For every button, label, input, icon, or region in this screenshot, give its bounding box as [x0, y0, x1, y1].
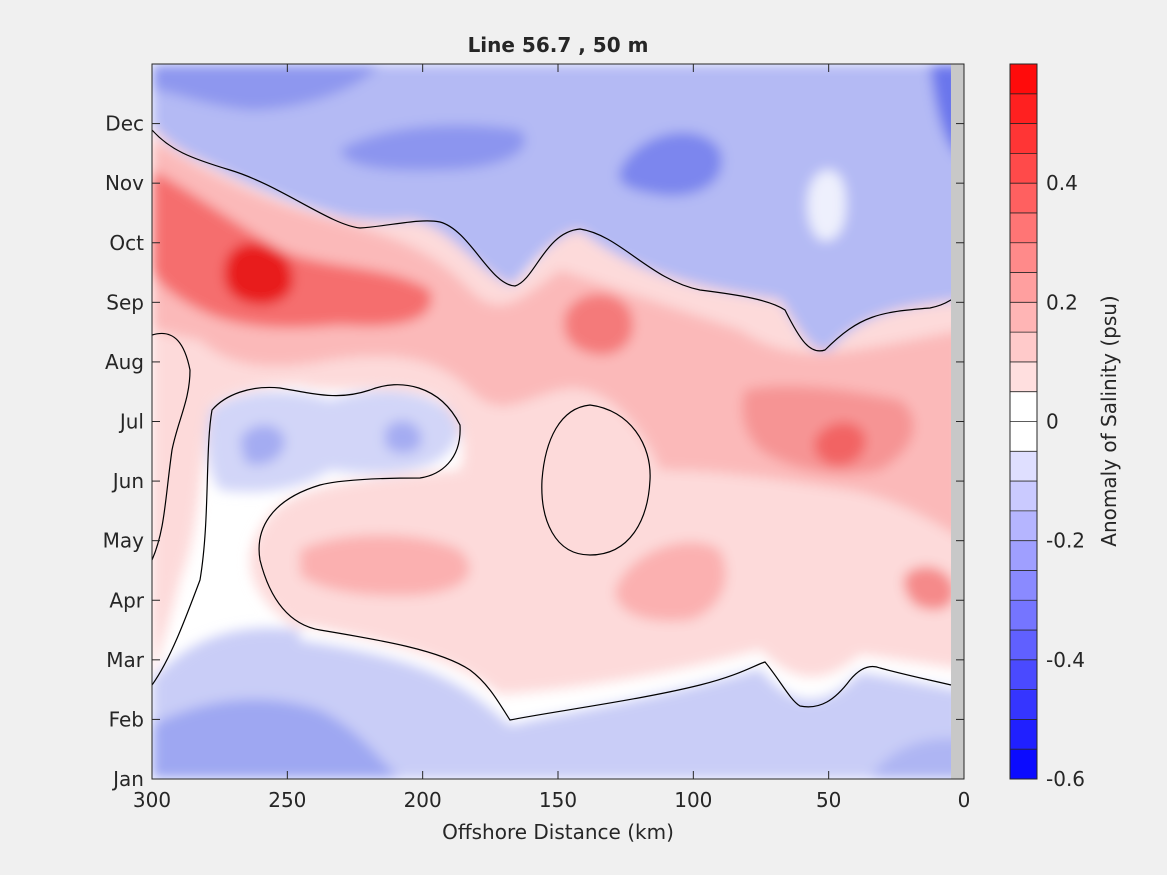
- colorbar-cell: [1010, 421, 1037, 452]
- zero-contours: [152, 129, 952, 721]
- contour-field: [152, 64, 964, 779]
- negative-region-jul-core-a: [240, 425, 285, 465]
- positive-region-sep-west: [152, 170, 432, 328]
- colorbar-cell: [1010, 183, 1037, 214]
- y-tick-label: Mar: [106, 648, 145, 672]
- colorbar-cell: [1010, 93, 1037, 125]
- positive-region-apr-east: [903, 566, 955, 610]
- plot-area: 300 250 200 150 100 50 0 Jan Feb Mar Apr May Jun Jul…: [103, 63, 970, 844]
- positive-region-jul-east-core: [814, 422, 866, 466]
- colorbar-cell: [1010, 64, 1037, 95]
- positive-region-sep-mid: [564, 293, 634, 355]
- y-tick-label: Feb: [109, 707, 144, 731]
- y-axis-ticks: Jan Feb Mar Apr May Jun Jul Aug Sep Oct Nov Dec: [103, 112, 964, 791]
- y-tick-label: Dec: [105, 112, 144, 136]
- colorbar-cell: [1010, 659, 1037, 691]
- x-tick-label: 100: [674, 788, 712, 812]
- zero-band-mar: [300, 625, 964, 725]
- colorbar-cell: [1010, 123, 1037, 154]
- x-tick-label: 300: [133, 788, 171, 812]
- negative-region-winter-core-east: [870, 738, 964, 779]
- light-region-oct: [807, 169, 846, 241]
- y-tick-label: Oct: [109, 231, 144, 255]
- colorbar-cell: [1010, 689, 1037, 720]
- negative-region-nov-core: [619, 132, 722, 196]
- y-tick-label: Jun: [111, 469, 144, 493]
- colorbar-cell: [1010, 600, 1037, 631]
- negative-region-top-core: [152, 64, 380, 110]
- negative-region-autumn: [152, 64, 964, 352]
- colorbar-tick-label: 0.2: [1046, 290, 1078, 314]
- x-axis-ticks: 300 250 200 150 100 50 0: [133, 64, 970, 812]
- colorbar-label: Anomaly of Salinity (psu): [1097, 295, 1121, 546]
- colorbar-cell: [1010, 242, 1037, 274]
- colorbar-cells: [1010, 64, 1037, 780]
- colorbar-cell: [1010, 451, 1037, 482]
- colorbar-tick-label: 0.4: [1046, 171, 1078, 195]
- colorbar-frame: [1009, 63, 1038, 780]
- colorbar-tick-label: -0.4: [1046, 648, 1085, 672]
- x-axis-label: Offshore Distance (km): [442, 820, 674, 844]
- y-tick-label: Aug: [105, 350, 144, 374]
- chart-title: Line 56.7 , 50 m: [468, 33, 649, 57]
- colorbar-cell: [1010, 361, 1037, 393]
- colorbar-cell: [1010, 630, 1037, 661]
- colorbar-cell: [1010, 272, 1037, 303]
- colorbar-tick-label: 0: [1046, 410, 1059, 434]
- y-tick-label: Apr: [109, 588, 144, 612]
- colorbar-cell: [1010, 749, 1037, 780]
- negative-region-winter-core: [152, 699, 400, 779]
- colorbar-cell: [1010, 570, 1037, 601]
- colorbar-cell: [1010, 540, 1037, 571]
- colorbar-cell: [1010, 212, 1037, 244]
- negative-region-jul-west: [207, 390, 460, 492]
- zero-contour-west-arc: [152, 332, 191, 561]
- colorbar-cell: [1010, 153, 1037, 184]
- y-tick-label: Jan: [111, 767, 144, 791]
- y-tick-label: Jul: [118, 410, 144, 434]
- positive-region-sep-core: [224, 242, 294, 305]
- colorbar-cell: [1010, 332, 1037, 363]
- x-tick-label: 200: [404, 788, 442, 812]
- negative-region-jul-core-b: [385, 420, 422, 454]
- y-tick-label: Nov: [105, 171, 144, 195]
- positive-region-apr: [615, 542, 726, 622]
- zero-contour-summer: [152, 384, 952, 721]
- colorbar-cell: [1010, 391, 1037, 422]
- zero-contour-top: [152, 129, 952, 352]
- colorbar-cell: [1010, 481, 1037, 512]
- colorbar-tick-label: -0.6: [1046, 767, 1085, 791]
- anomaly-regions: [152, 64, 964, 779]
- colorbar-cell: [1010, 719, 1037, 750]
- zero-contour-jun-loop: [541, 404, 651, 556]
- colorbar-tick-label: -0.2: [1046, 529, 1085, 553]
- x-tick-label: 0: [958, 788, 971, 812]
- y-tick-label: May: [103, 529, 145, 553]
- negative-region-dec-core: [340, 125, 526, 171]
- x-tick-label: 250: [268, 788, 306, 812]
- positive-region-may: [300, 535, 470, 596]
- y-tick-label: Sep: [106, 290, 144, 314]
- x-tick-label: 50: [816, 788, 841, 812]
- colorbar-ticks: -0.6 -0.4 -0.2 0 0.2 0.4: [1046, 171, 1085, 791]
- colorbar-cell: [1010, 510, 1037, 542]
- colorbar: -0.6 -0.4 -0.2 0 0.2 0.4 Anomaly of Salinity …: [1009, 63, 1121, 791]
- x-tick-label: 150: [539, 788, 577, 812]
- colorbar-cell: [1010, 302, 1037, 333]
